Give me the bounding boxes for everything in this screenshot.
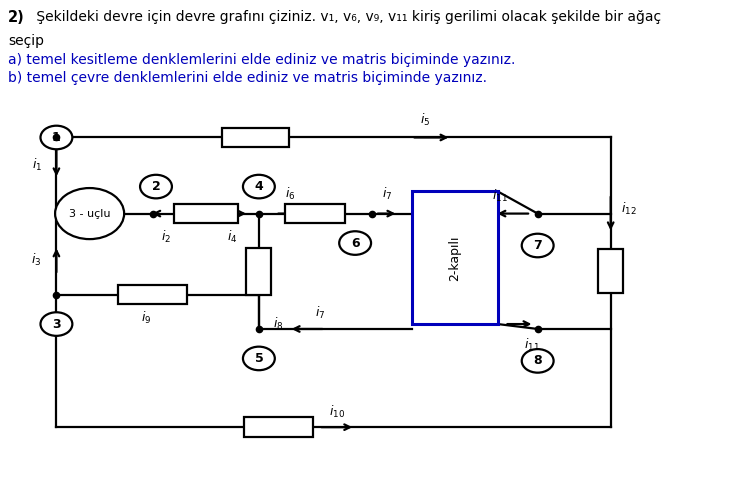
Text: Şekildeki devre için devre grafını çiziniz. v₁, v₆, v₉, v₁₁ kiriş gerilimi olaca: Şekildeki devre için devre grafını çizin… (32, 10, 661, 24)
Text: seçip: seçip (8, 34, 44, 49)
Text: 2-kapılı: 2-kapılı (448, 235, 461, 280)
Text: 7: 7 (533, 239, 542, 252)
Text: $i_6$: $i_6$ (286, 186, 296, 202)
Text: $i_{10}$: $i_{10}$ (329, 404, 344, 419)
Bar (174, 204, 237, 223)
Text: $i_8$: $i_8$ (274, 316, 284, 332)
Circle shape (243, 347, 275, 370)
Text: 5: 5 (254, 352, 263, 365)
Text: 2: 2 (152, 180, 161, 193)
Circle shape (40, 126, 72, 149)
Text: $i_{12}$: $i_{12}$ (621, 201, 637, 217)
Circle shape (140, 175, 172, 198)
Text: $i_2$: $i_2$ (161, 229, 170, 245)
Circle shape (522, 349, 554, 373)
Text: $i_4$: $i_4$ (227, 229, 237, 245)
Text: 1: 1 (52, 131, 61, 144)
Circle shape (339, 231, 371, 255)
Text: 6: 6 (351, 237, 359, 249)
Circle shape (243, 175, 275, 198)
Text: $i_3$: $i_3$ (31, 252, 42, 268)
Text: b) temel çevre denklemlerini elde ediniz ve matris biçiminde yazınız.: b) temel çevre denklemlerini elde ediniz… (8, 71, 487, 85)
Bar (286, 204, 345, 223)
Text: $i_{11}$: $i_{11}$ (492, 189, 508, 204)
Circle shape (40, 312, 72, 336)
Text: 4: 4 (254, 180, 263, 193)
Bar (246, 248, 272, 295)
Bar (244, 417, 313, 437)
Text: $i_7$: $i_7$ (382, 186, 392, 202)
Bar (118, 285, 187, 304)
Bar (598, 249, 623, 293)
Text: a) temel kesitleme denklemlerini elde ediniz ve matris biçiminde yazınız.: a) temel kesitleme denklemlerini elde ed… (8, 53, 516, 67)
Text: $i_5$: $i_5$ (420, 112, 430, 128)
Text: $i_{11}$: $i_{11}$ (525, 337, 540, 353)
Circle shape (55, 188, 124, 239)
Text: $i_9$: $i_9$ (141, 310, 151, 326)
Text: $i_7$: $i_7$ (315, 305, 326, 321)
Text: $i_1$: $i_1$ (31, 157, 42, 172)
Text: 2): 2) (8, 10, 25, 25)
Text: 8: 8 (533, 355, 542, 367)
Bar (411, 191, 498, 324)
Text: 3: 3 (52, 318, 61, 330)
Text: 3 - uçlu: 3 - uçlu (69, 209, 110, 218)
Bar (222, 128, 289, 147)
Circle shape (522, 234, 554, 257)
